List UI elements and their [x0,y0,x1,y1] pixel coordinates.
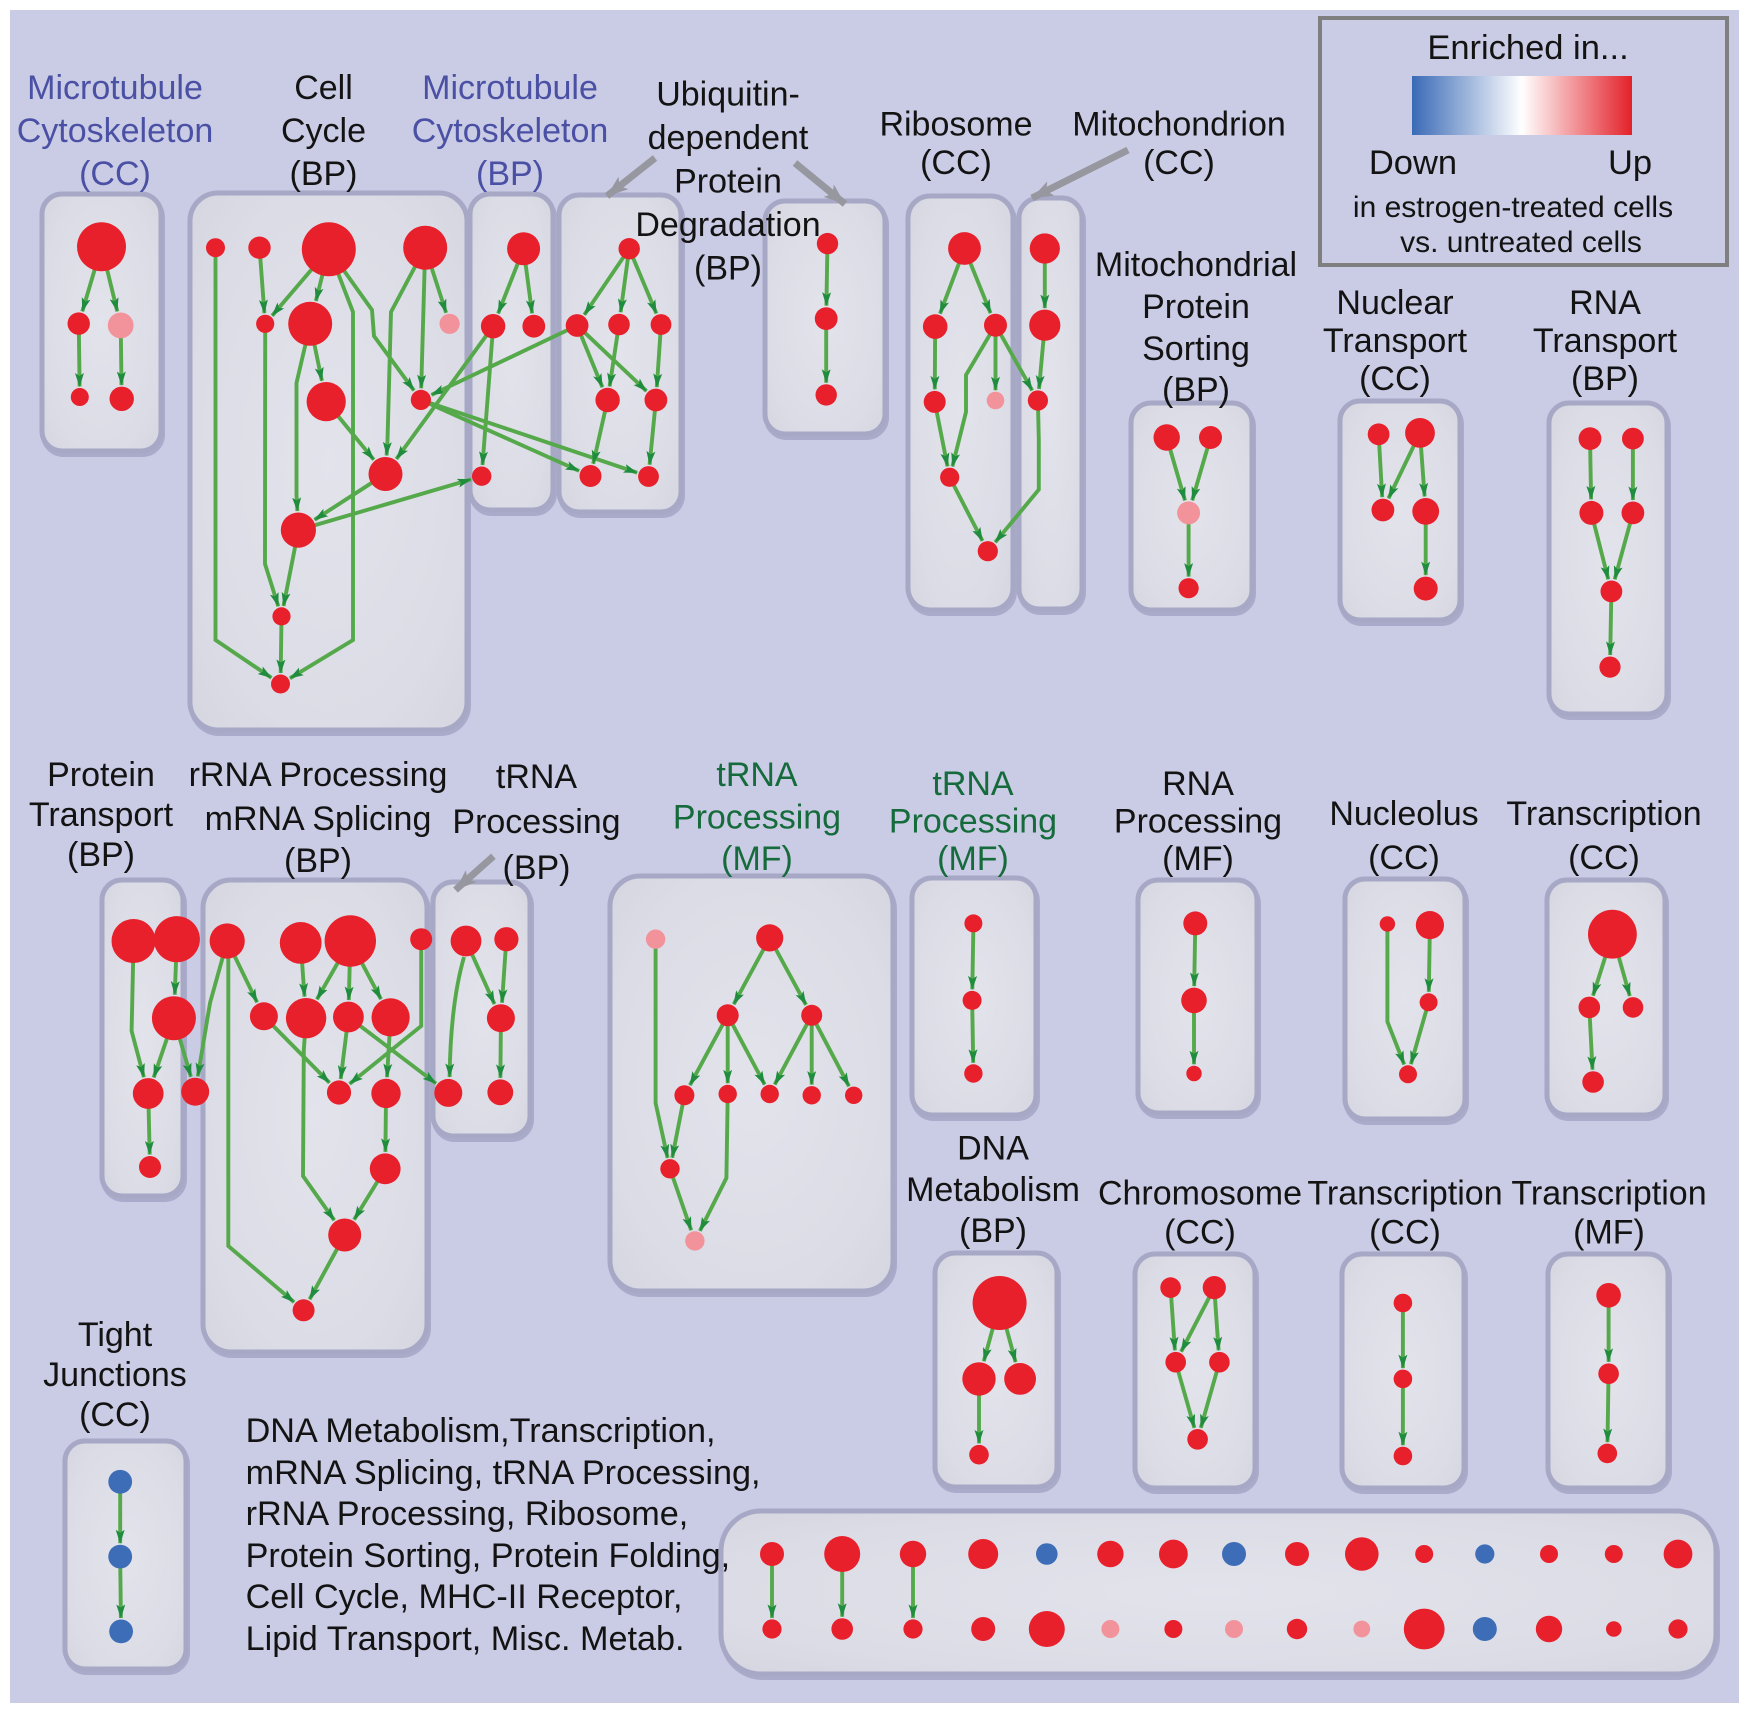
svg-text:Down: Down [1369,144,1457,182]
svg-text:Transport: Transport [29,796,174,834]
svg-text:Up: Up [1608,144,1652,182]
svg-text:Mitochondrion: Mitochondrion [1072,106,1286,144]
svg-text:(CC): (CC) [1164,1214,1236,1252]
svg-text:(CC): (CC) [1143,144,1215,182]
svg-text:(CC): (CC) [79,1396,151,1434]
svg-text:Nuclear: Nuclear [1336,284,1453,322]
svg-text:Transcription: Transcription [1307,1175,1502,1213]
svg-text:(CC): (CC) [1359,360,1431,398]
svg-text:Processing: Processing [889,803,1057,841]
svg-text:Enriched in...: Enriched in... [1427,29,1628,67]
svg-text:Cell: Cell [294,69,353,107]
svg-text:(CC): (CC) [1368,839,1440,877]
svg-text:Processing: Processing [452,803,620,841]
svg-text:(CC): (CC) [79,155,151,193]
svg-text:tRNA: tRNA [496,758,578,796]
svg-text:Transcription: Transcription [1511,1175,1706,1213]
svg-text:(BP): (BP) [503,849,571,887]
svg-text:(CC): (CC) [1568,839,1640,877]
svg-text:(BP): (BP) [1162,371,1230,409]
svg-text:rRNA Processing: rRNA Processing [189,756,448,794]
svg-text:Processing: Processing [1114,803,1282,841]
svg-text:(BP): (BP) [284,842,352,880]
svg-text:(MF): (MF) [1162,840,1234,878]
svg-text:(BP): (BP) [67,836,135,874]
svg-text:(BP): (BP) [476,155,544,193]
svg-text:Transport: Transport [1533,322,1678,360]
svg-text:(MF): (MF) [937,840,1009,878]
svg-text:(MF): (MF) [1573,1214,1645,1252]
svg-text:(BP): (BP) [290,155,358,193]
svg-text:DNA: DNA [957,1130,1029,1168]
svg-text:(BP): (BP) [959,1212,1027,1250]
svg-text:Cytoskeleton: Cytoskeleton [17,112,214,150]
svg-text:Ribosome: Ribosome [879,106,1032,144]
svg-text:tRNA: tRNA [716,756,798,794]
svg-text:Microtubule: Microtubule [422,69,598,107]
svg-text:Chromosome: Chromosome [1098,1175,1302,1213]
svg-text:Cytoskeleton: Cytoskeleton [412,112,609,150]
svg-text:(CC): (CC) [1369,1214,1441,1252]
svg-text:(BP): (BP) [1571,360,1639,398]
svg-text:(BP): (BP) [694,250,762,288]
svg-text:(MF): (MF) [721,840,793,878]
svg-text:Protein: Protein [47,756,155,794]
svg-text:tRNA: tRNA [932,765,1014,803]
svg-text:RNA: RNA [1162,765,1234,803]
svg-text:Transcription: Transcription [1506,795,1701,833]
svg-text:Protein Sorting, Protein Foldi: Protein Sorting, Protein Folding, [246,1537,731,1575]
svg-text:Processing: Processing [673,799,841,837]
svg-text:Protein: Protein [1142,288,1250,326]
svg-text:Nucleolus: Nucleolus [1329,795,1478,833]
svg-text:Mitochondrial: Mitochondrial [1095,246,1297,284]
svg-text:DNA Metabolism,Transcription,: DNA Metabolism,Transcription, [246,1412,716,1450]
svg-text:in estrogen-treated cells: in estrogen-treated cells [1353,191,1673,224]
svg-text:dependent: dependent [648,119,809,157]
svg-text:Lipid Transport, Misc. Metab.: Lipid Transport, Misc. Metab. [246,1620,685,1658]
svg-text:(CC): (CC) [920,144,992,182]
svg-text:mRNA Splicing: mRNA Splicing [205,800,432,838]
svg-text:vs. untreated cells: vs. untreated cells [1400,226,1642,259]
svg-text:Degradation: Degradation [635,206,820,244]
svg-text:Junctions: Junctions [43,1356,187,1394]
svg-text:RNA: RNA [1569,284,1641,322]
svg-text:Microtubule: Microtubule [27,69,203,107]
svg-text:Cell Cycle, MHC-II Receptor,: Cell Cycle, MHC-II Receptor, [246,1578,683,1616]
svg-text:Protein: Protein [674,163,782,201]
svg-text:Sorting: Sorting [1142,330,1250,368]
svg-text:Cycle: Cycle [281,112,366,150]
svg-text:mRNA Splicing, tRNA Processing: mRNA Splicing, tRNA Processing, [246,1454,761,1492]
svg-text:rRNA Processing, Ribosome,: rRNA Processing, Ribosome, [246,1495,689,1533]
svg-text:Transport: Transport [1323,322,1468,360]
svg-text:Ubiquitin-: Ubiquitin- [656,76,800,114]
svg-text:Tight: Tight [78,1316,153,1354]
svg-text:Metabolism: Metabolism [906,1171,1080,1209]
